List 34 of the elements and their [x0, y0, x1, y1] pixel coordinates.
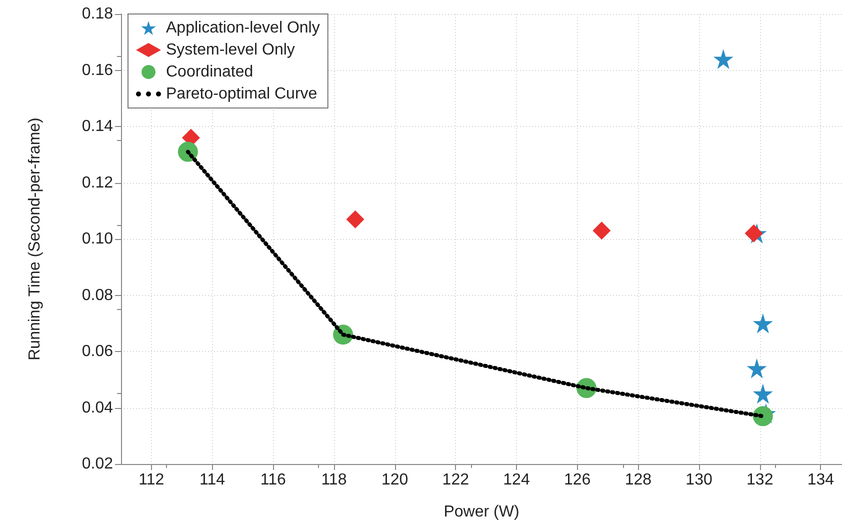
legend-label: Coordinated — [166, 64, 254, 80]
x-tick-label: 116 — [260, 472, 286, 488]
x-tick-label: 128 — [624, 472, 652, 488]
point — [346, 210, 364, 228]
y-axis-title: Running Time (Second-per-frame) — [26, 118, 44, 360]
point — [752, 384, 773, 404]
x-tick-label: 132 — [746, 472, 774, 488]
y-tick-label: 0.04 — [82, 399, 114, 416]
point — [746, 358, 767, 378]
y-tick-label: 0.16 — [82, 62, 114, 79]
legend-label: System-level Only — [166, 42, 295, 58]
point — [744, 224, 763, 242]
x-tick-label: 114 — [200, 472, 226, 488]
x-tick-label: 134 — [807, 472, 834, 488]
y-tick-label: 0.06 — [82, 343, 114, 360]
x-tick-label: 112 — [138, 472, 164, 488]
x-tick-label: 130 — [686, 472, 712, 488]
x-tick-label: 126 — [564, 472, 591, 488]
legend-label: Application-level Only — [166, 20, 320, 36]
point — [592, 222, 611, 240]
point — [752, 313, 773, 334]
y-tick-label: 0.14 — [82, 118, 114, 135]
y-tick-label: 0.08 — [82, 286, 114, 304]
x-axis-title: Power (W) — [444, 504, 520, 520]
x-tick-label: 118 — [321, 472, 347, 488]
x-tick-label: 124 — [503, 472, 530, 488]
legend-label: Pareto-optimal Curve — [166, 86, 318, 102]
point — [713, 49, 734, 69]
x-tick-label: 122 — [442, 472, 470, 488]
y-tick-label: 0.18 — [82, 6, 114, 22]
y-tick-label: 0.12 — [82, 174, 114, 192]
x-tick-label: 120 — [381, 472, 408, 488]
y-tick-label: 0.10 — [82, 230, 114, 248]
y-tick-label: 0.02 — [82, 456, 114, 472]
